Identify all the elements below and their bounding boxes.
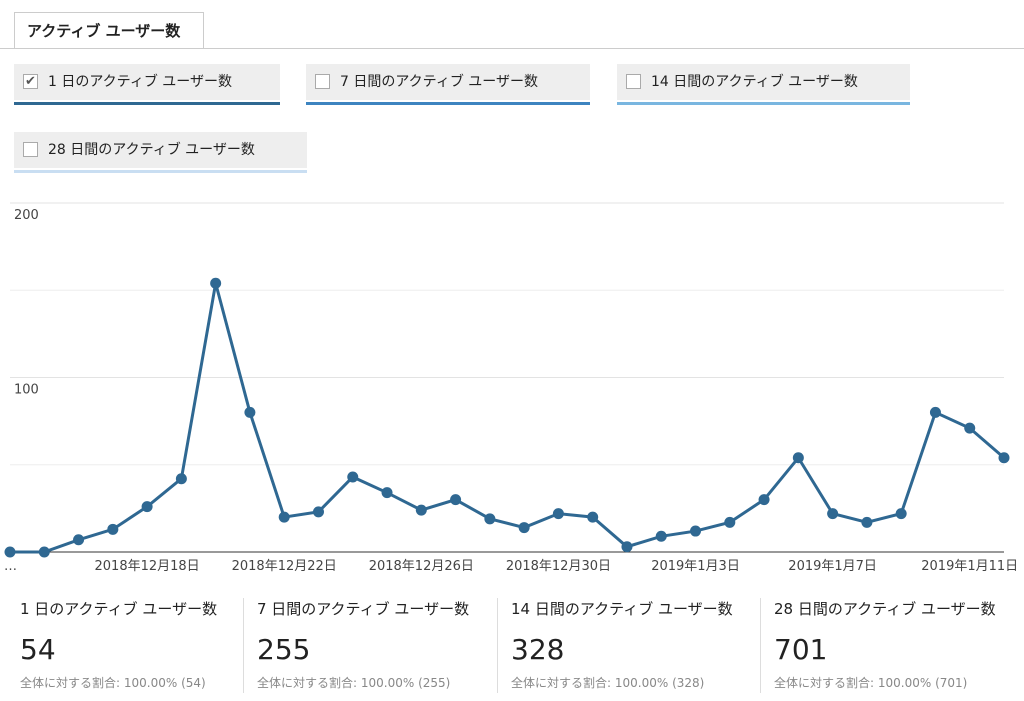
summary-item: 28 日間のアクティブ ユーザー数 701 全体に対する割合: 100.00% (7… <box>760 598 1024 693</box>
toggle-label: 14 日間のアクティブ ユーザー数 <box>651 74 858 90</box>
series-toggle[interactable]: 7 日間のアクティブ ユーザー数 <box>306 64 590 105</box>
divider <box>243 598 244 693</box>
data-point <box>552 508 564 520</box>
data-point <box>690 525 702 537</box>
x-tick-label: 2018年12月22日 <box>232 559 337 574</box>
data-point <box>175 473 187 485</box>
x-tick-label: … <box>4 559 17 574</box>
toggle-underline <box>14 170 307 173</box>
data-point <box>381 487 393 499</box>
divider <box>497 598 498 693</box>
data-point <box>929 406 941 418</box>
data-point <box>621 541 633 553</box>
toggle-label: 28 日間のアクティブ ユーザー数 <box>48 142 255 158</box>
summary-value: 701 <box>774 633 828 666</box>
y-tick-label: 100 <box>14 383 39 398</box>
data-point <box>484 513 496 525</box>
toggle-underline <box>306 102 590 105</box>
data-point <box>450 494 462 506</box>
data-point <box>827 508 839 520</box>
series-toggle[interactable]: 28 日間のアクティブ ユーザー数 <box>14 132 307 173</box>
x-tick-label: 2019年1月7日 <box>788 559 877 574</box>
x-tick-label: 2018年12月18日 <box>95 559 200 574</box>
data-point <box>312 506 324 518</box>
summary-value: 328 <box>511 633 565 666</box>
data-point <box>38 546 50 558</box>
data-point <box>861 516 873 528</box>
series-toggle[interactable]: 14 日間のアクティブ ユーザー数 <box>617 64 910 105</box>
x-tick-label: 2018年12月30日 <box>506 559 611 574</box>
x-tick-label: 2019年1月11日 <box>921 559 1018 574</box>
checkbox[interactable] <box>315 74 330 89</box>
toggle-underline <box>617 102 910 105</box>
data-point <box>347 471 359 483</box>
chart: 100 200 … 2018年12月18日 2018年12月22日 2018年12月26日… <box>4 202 1018 574</box>
data-point <box>895 508 907 520</box>
summary-share: 全体に対する割合: 100.00% (255) <box>257 676 451 690</box>
checkbox[interactable] <box>23 142 38 157</box>
summary-share: 全体に対する割合: 100.00% (328) <box>511 676 705 690</box>
toggle-underline <box>14 102 280 105</box>
tab[interactable]: アクティブ ユーザー数 <box>14 12 204 49</box>
data-point <box>4 546 16 558</box>
data-point <box>587 511 599 523</box>
data-point <box>998 452 1010 464</box>
checkbox[interactable]: ✔ <box>23 74 38 89</box>
data-point <box>73 534 85 546</box>
x-tick-label: 2019年1月3日 <box>651 559 740 574</box>
summary-value: 255 <box>257 633 311 666</box>
toggle-label: 1 日のアクティブ ユーザー数 <box>48 74 232 90</box>
data-point <box>141 501 153 513</box>
data-point <box>518 522 530 534</box>
x-tick-label: 2018年12月26日 <box>369 559 474 574</box>
data-point <box>278 511 290 523</box>
summary-name: 7 日間のアクティブ ユーザー数 <box>257 600 470 618</box>
summary-share: 全体に対する割合: 100.00% (701) <box>774 676 968 690</box>
summary-name: 1 日のアクティブ ユーザー数 <box>20 600 218 618</box>
summary-item: 7 日間のアクティブ ユーザー数 255 全体に対する割合: 100.00% (25… <box>243 598 497 693</box>
summary-value: 54 <box>20 633 56 666</box>
toggle-label: 7 日間のアクティブ ユーザー数 <box>340 74 538 90</box>
checkbox[interactable] <box>626 74 641 89</box>
tab-border <box>0 48 1024 49</box>
data-point <box>792 452 804 464</box>
series-line <box>10 282 1005 554</box>
data-point <box>655 530 667 542</box>
series-toggle[interactable]: ✔ 1 日のアクティブ ユーザー数 <box>14 64 280 105</box>
summary-item: 14 日間のアクティブ ユーザー数 328 全体に対する割合: 100.00% (3… <box>497 598 760 693</box>
y-tick-label: 200 <box>14 208 39 223</box>
data-point <box>244 406 256 418</box>
summary-name: 28 日間のアクティブ ユーザー数 <box>774 600 996 618</box>
data-point <box>210 277 222 289</box>
divider <box>760 598 761 693</box>
data-point <box>724 516 736 528</box>
data-point <box>415 504 427 516</box>
summary-name: 14 日間のアクティブ ユーザー数 <box>511 600 733 618</box>
data-point <box>758 494 770 506</box>
summary-share: 全体に対する割合: 100.00% (54) <box>20 676 206 690</box>
data-point <box>107 523 119 535</box>
data-point <box>964 422 976 434</box>
summary-item: 1 日のアクティブ ユーザー数 54 全体に対する割合: 100.00% (54) <box>0 598 243 693</box>
